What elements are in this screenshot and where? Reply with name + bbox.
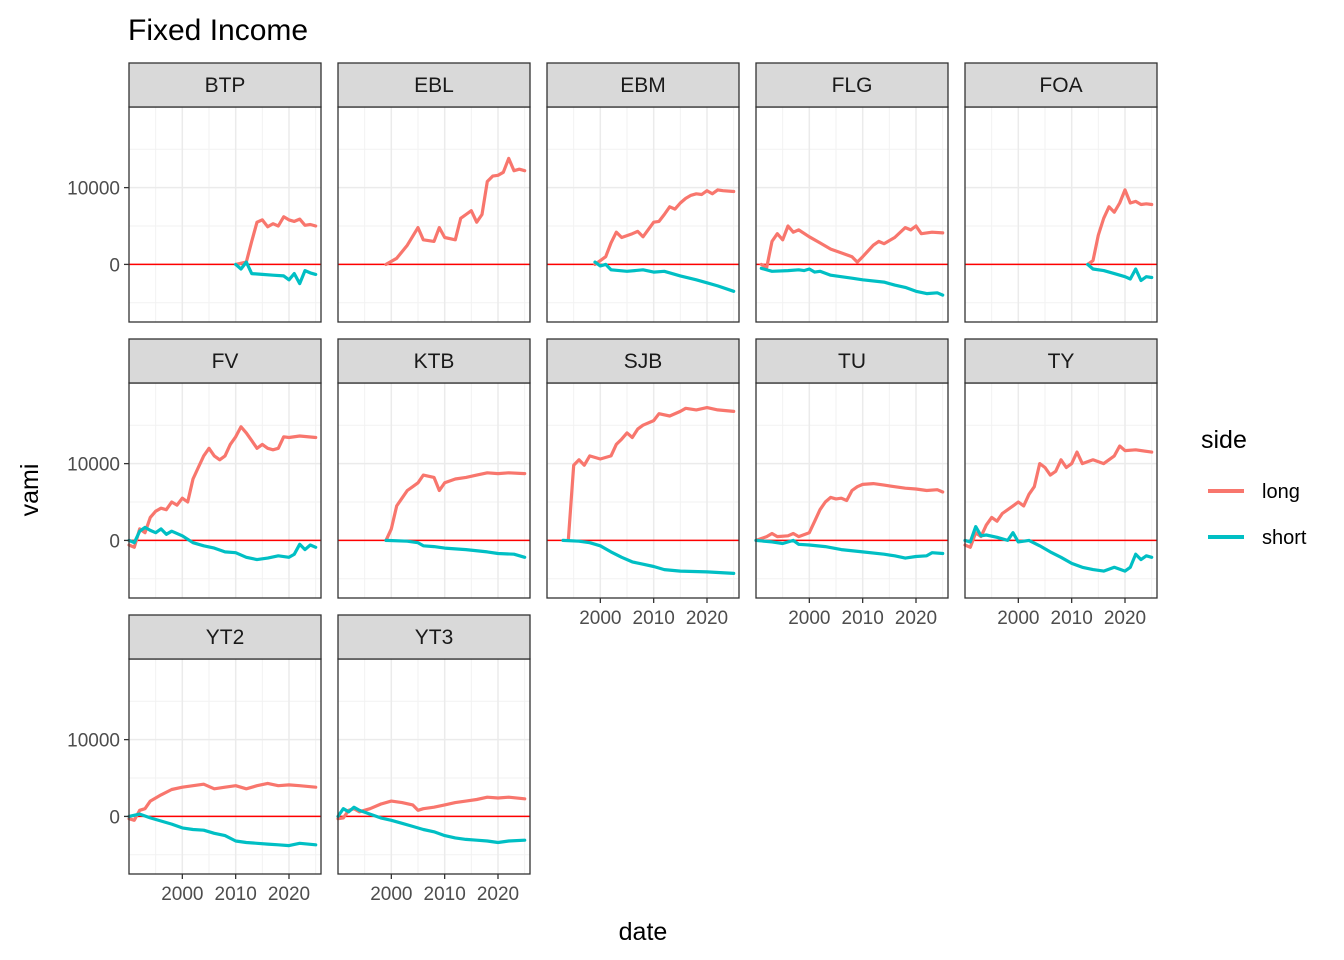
x-tick-label: 2020 xyxy=(477,884,519,905)
facet-strip xyxy=(546,62,740,108)
series-short-line xyxy=(759,266,945,297)
x-tick-label: 2010 xyxy=(215,884,257,905)
facet-strip-label: TU xyxy=(838,350,866,373)
series-long-line xyxy=(127,425,318,549)
facet-strip-label: BTP xyxy=(205,74,246,97)
panel-background xyxy=(965,383,1157,598)
series-long-line xyxy=(234,215,318,266)
facet-strip-label: YT3 xyxy=(415,626,454,649)
legend-items: long short xyxy=(1208,481,1307,549)
facet-strip xyxy=(755,62,949,108)
x-tick-label: 2010 xyxy=(633,608,675,629)
facet-panel-ktb: KTB xyxy=(337,338,531,599)
panel-background xyxy=(129,107,321,322)
x-tick-label: 2000 xyxy=(579,608,621,629)
x-tick-label: 2020 xyxy=(895,608,937,629)
facet-panel-foa: FOA xyxy=(964,62,1158,323)
x-axis-title: date xyxy=(619,918,668,946)
y-tick-label: 0 xyxy=(109,531,120,552)
facet-strip xyxy=(128,614,322,660)
facet-panel-yt2: YT2 0 10000 2000 2010 2020 xyxy=(67,614,322,905)
series-long-line xyxy=(384,156,527,266)
facet-panel-ebl: EBL xyxy=(337,62,531,323)
facet-strip-label: EBM xyxy=(620,74,666,97)
series-short-line xyxy=(561,538,736,575)
facet-strip xyxy=(128,338,322,384)
facet-panel-ty: TY 2000 2010 2020 xyxy=(963,338,1158,629)
series-long-line xyxy=(963,444,1154,549)
facet-strip xyxy=(964,62,1158,108)
facet-strip-label: YT2 xyxy=(206,626,245,649)
x-tick-label: 2010 xyxy=(1051,608,1093,629)
series-long-line xyxy=(754,482,945,542)
panel-background xyxy=(129,383,321,598)
series-long-line xyxy=(127,781,318,822)
panel-background xyxy=(129,659,321,874)
legend-label-long: long xyxy=(1262,481,1300,503)
series-short-line xyxy=(1086,262,1154,283)
facet-strip xyxy=(964,338,1158,384)
x-tick-label: 2000 xyxy=(997,608,1039,629)
facet-strip-label: EBL xyxy=(414,74,454,97)
legend-label-short: short xyxy=(1262,527,1307,549)
series-short-line xyxy=(127,525,318,562)
facet-strip xyxy=(337,62,531,108)
x-tick-label: 2020 xyxy=(686,608,728,629)
series-short-line xyxy=(593,260,736,293)
facet-strip xyxy=(337,338,531,384)
series-long-line xyxy=(1086,188,1154,266)
facet-panels: BTP 0 10000 EBL EBM FLG FOA FV 0 10000 KTB SJB 2000 2… xyxy=(67,62,1158,905)
panel-background xyxy=(338,107,530,322)
series-short-line xyxy=(963,525,1154,573)
facet-panel-flg: FLG xyxy=(755,62,949,323)
x-tick-label: 2000 xyxy=(370,884,412,905)
facet-strip-label: SJB xyxy=(624,350,663,373)
y-tick-label: 0 xyxy=(109,807,120,828)
chart-title: Fixed Income xyxy=(128,14,308,47)
x-tick-label: 2000 xyxy=(161,884,203,905)
facet-panel-ebm: EBM xyxy=(546,62,740,323)
facet-panel-yt3: YT3 2000 2010 2020 xyxy=(336,614,531,905)
panel-background xyxy=(338,383,530,598)
series-long-line xyxy=(566,406,736,542)
legend-title: side xyxy=(1201,426,1247,454)
y-tick-label: 0 xyxy=(109,255,120,276)
facet-strip-label: TY xyxy=(1048,350,1075,373)
y-axis-title: vami xyxy=(16,464,44,517)
facet-strip xyxy=(546,338,740,384)
facet-strip xyxy=(755,338,949,384)
facet-panel-tu: TU 2000 2010 2020 xyxy=(754,338,949,629)
x-tick-label: 2000 xyxy=(788,608,830,629)
series-short-line xyxy=(234,260,318,286)
series-short-line xyxy=(127,812,318,848)
panel-background xyxy=(965,107,1157,322)
x-tick-label: 2020 xyxy=(1104,608,1146,629)
facet-panel-fv: FV 0 10000 xyxy=(67,338,322,599)
series-short-line xyxy=(384,538,527,559)
panel-background xyxy=(756,107,948,322)
facet-strip-label: FV xyxy=(212,350,239,373)
x-tick-label: 2010 xyxy=(842,608,884,629)
series-long-line xyxy=(593,188,736,266)
facet-strip-label: KTB xyxy=(414,350,455,373)
x-tick-label: 2020 xyxy=(268,884,310,905)
facet-panel-btp: BTP 0 10000 xyxy=(67,62,322,323)
series-long-line xyxy=(384,471,527,542)
facet-strip xyxy=(128,62,322,108)
facet-panel-sjb: SJB 2000 2010 2020 xyxy=(546,338,740,629)
panel-background xyxy=(547,107,739,322)
y-tick-label: 10000 xyxy=(67,179,120,200)
y-tick-label: 10000 xyxy=(67,731,120,752)
y-tick-label: 10000 xyxy=(67,455,120,476)
facet-strip-label: FLG xyxy=(832,74,873,97)
series-long-line xyxy=(759,224,945,270)
series-short-line xyxy=(336,805,527,845)
facet-strip-label: FOA xyxy=(1039,74,1082,97)
legend: side long short xyxy=(1201,426,1307,549)
facet-strip xyxy=(337,614,531,660)
series-short-line xyxy=(754,538,945,560)
x-tick-label: 2010 xyxy=(424,884,466,905)
